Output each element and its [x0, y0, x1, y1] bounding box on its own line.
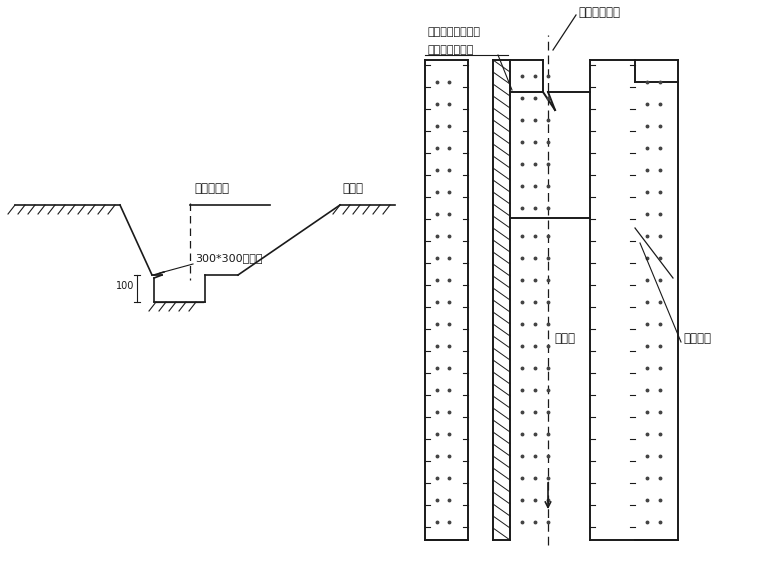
Text: 集水坑，潜水泵抽: 集水坑，潜水泵抽	[427, 27, 480, 37]
Text: 管道中心线: 管道中心线	[194, 182, 229, 195]
Text: 管道立面轴线: 管道立面轴线	[578, 6, 620, 18]
Text: 原地面: 原地面	[342, 182, 363, 195]
Text: 排水沟: 排水沟	[554, 332, 575, 345]
Text: 沟槽边坡: 沟槽边坡	[683, 332, 711, 345]
Text: 100: 100	[116, 281, 134, 291]
Text: 水排至临近河槽: 水排至临近河槽	[427, 45, 473, 55]
Text: 300*300排水沟: 300*300排水沟	[195, 253, 262, 263]
